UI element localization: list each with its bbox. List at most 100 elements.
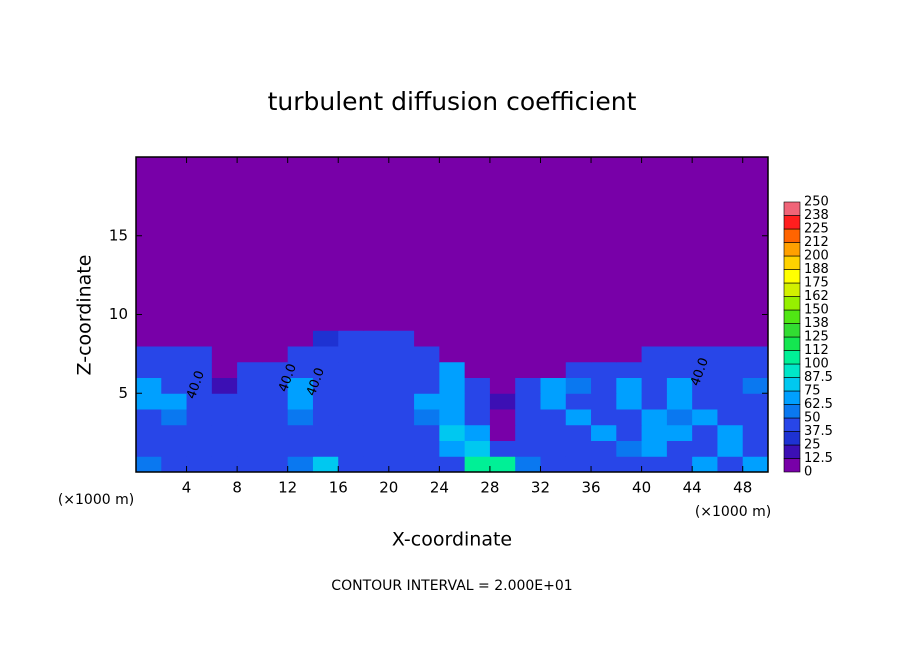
cell [591, 330, 617, 347]
footnote: CONTOUR INTERVAL = 2.000E+01 [331, 578, 572, 594]
colorbar-band [783, 444, 801, 459]
cell [515, 377, 541, 394]
x-unit: (×1000 m) [695, 504, 771, 520]
cell [515, 361, 541, 378]
cell [717, 157, 744, 315]
colorbar-label: 25 [804, 438, 821, 453]
colorbar-label: 250 [804, 195, 829, 210]
y-tick-label: 5 [118, 384, 128, 402]
cell [363, 424, 390, 441]
cell [565, 424, 592, 441]
cell [515, 157, 541, 315]
x-tick-label: 28 [480, 479, 499, 497]
cell [363, 393, 390, 410]
cell [237, 377, 263, 394]
cell [540, 330, 567, 347]
cell [287, 330, 314, 347]
cell [717, 377, 744, 394]
cell [338, 361, 365, 378]
cell [464, 440, 491, 457]
cell [591, 361, 617, 378]
cell [565, 440, 592, 457]
cell [262, 330, 289, 347]
cell [666, 377, 693, 394]
colorbar-band [783, 228, 801, 243]
cell [388, 424, 415, 441]
cell [312, 330, 339, 347]
cell [338, 377, 365, 394]
colorbar-band [783, 404, 801, 419]
cell [363, 409, 390, 426]
cell [161, 157, 188, 315]
x-axis-label: X-coordinate [392, 529, 512, 551]
cell [186, 377, 213, 394]
cell [237, 440, 263, 457]
cell [464, 377, 491, 394]
cell [692, 377, 718, 394]
x-tick-label: 4 [182, 479, 192, 497]
cell [489, 440, 516, 457]
cell [616, 440, 643, 457]
cell [186, 393, 213, 410]
cell [540, 361, 567, 378]
cell [591, 409, 617, 426]
cell [616, 157, 643, 315]
colorbar-label: 100 [804, 357, 829, 372]
cell [161, 409, 188, 426]
colorbar-band [783, 458, 801, 473]
x-tick-label: 48 [733, 479, 752, 497]
cell [565, 346, 592, 363]
colorbar-label: 238 [804, 208, 829, 223]
cell [363, 440, 390, 457]
cell [489, 330, 516, 347]
cell [717, 409, 744, 426]
cell [439, 440, 466, 457]
cell [565, 456, 592, 473]
cell [161, 330, 188, 347]
cell [666, 440, 693, 457]
cell [312, 424, 339, 441]
cell [211, 157, 238, 315]
cell [287, 409, 314, 426]
cell [717, 456, 744, 473]
cell [742, 314, 769, 331]
cell [591, 393, 617, 410]
cell [540, 409, 567, 426]
colorbar-label: 188 [804, 262, 829, 277]
cell [414, 440, 440, 457]
cell [742, 424, 769, 441]
cell [414, 377, 440, 394]
cell [287, 393, 314, 410]
cell [489, 377, 516, 394]
colorbar-band [783, 242, 801, 257]
cell [388, 346, 415, 363]
cell [186, 330, 213, 347]
cell [414, 409, 440, 426]
colorbar-band [783, 363, 801, 378]
cell [565, 157, 592, 315]
cell [312, 456, 339, 473]
cell [211, 361, 238, 378]
cell [237, 361, 263, 378]
cell [262, 377, 289, 394]
cell [489, 157, 516, 315]
cell [464, 393, 491, 410]
cell [641, 393, 668, 410]
cell [565, 361, 592, 378]
cell [439, 314, 466, 331]
cell [717, 346, 744, 363]
cell [717, 393, 744, 410]
cell [489, 314, 516, 331]
cell [616, 361, 643, 378]
cell [312, 377, 339, 394]
cell [717, 314, 744, 331]
colorbar-label: 138 [804, 316, 829, 331]
cell [161, 456, 188, 473]
cell [464, 361, 491, 378]
colorbar-label: 150 [804, 303, 829, 318]
cell [489, 456, 516, 473]
x-tick-label: 16 [329, 479, 348, 497]
cell [211, 409, 238, 426]
cell [414, 330, 440, 347]
cell [211, 424, 238, 441]
